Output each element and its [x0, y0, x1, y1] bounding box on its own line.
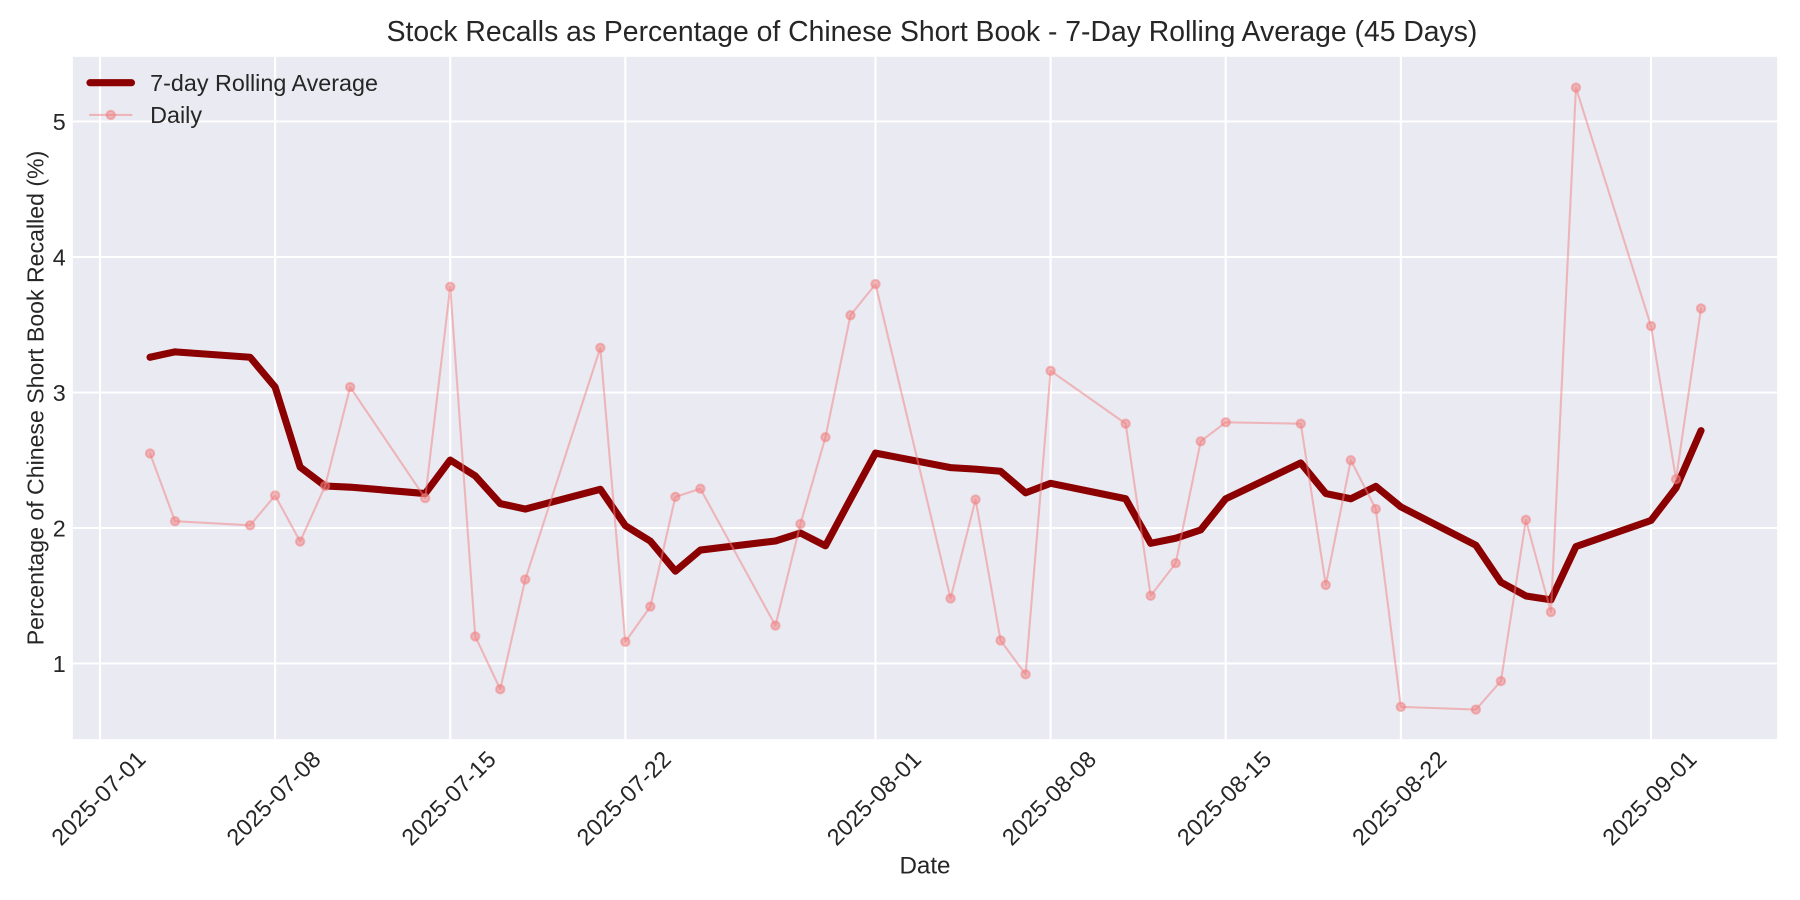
svg-text:7-day Rolling Average: 7-day Rolling Average: [150, 70, 378, 96]
svg-text:Percentage of Chinese Short Bo: Percentage of Chinese Short Book Recalle…: [23, 151, 49, 646]
svg-text:5: 5: [53, 109, 66, 135]
svg-text:Daily: Daily: [150, 102, 202, 128]
svg-text:3: 3: [53, 380, 66, 406]
svg-text:Stock Recalls as Percentage of: Stock Recalls as Percentage of Chinese S…: [387, 16, 1478, 48]
svg-text:2: 2: [53, 515, 66, 541]
svg-text:4: 4: [53, 244, 66, 270]
svg-text:Date: Date: [899, 853, 950, 880]
svg-text:1: 1: [53, 651, 66, 677]
